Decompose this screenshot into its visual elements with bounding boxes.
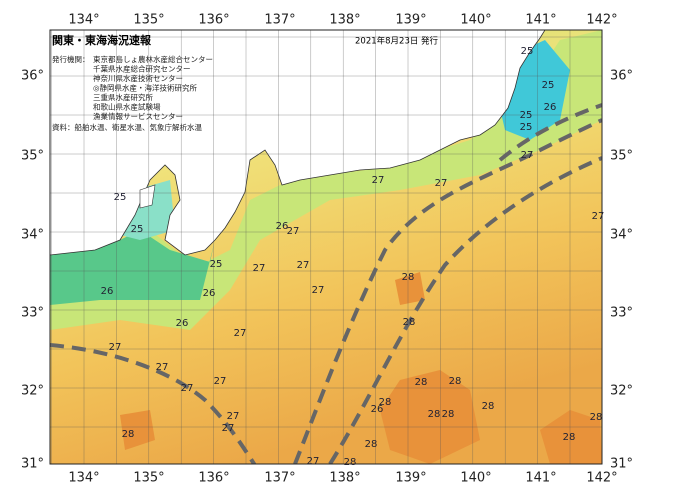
- isotherm-label: 28: [344, 457, 357, 468]
- lon-label-bottom: 141°: [525, 471, 556, 486]
- lon-label-top: 140°: [460, 13, 491, 28]
- warm-water: [120, 272, 602, 464]
- lat-label-right: 34°: [610, 228, 633, 243]
- isotherm-label: 27: [253, 263, 266, 274]
- isotherm-label: 25: [210, 259, 223, 270]
- isotherm-label: 27: [214, 376, 227, 387]
- source: 資料：船舶水温、衛星水温、気象庁解析水温: [52, 122, 202, 132]
- lat-label-right: 36°: [610, 69, 633, 84]
- graticule: [50, 30, 602, 464]
- agency: 神奈川県水産技術センター: [93, 73, 183, 83]
- current-line: [50, 343, 257, 464]
- isotherm-label: 28: [449, 376, 462, 387]
- current-lines: [50, 103, 602, 464]
- isotherm-label: 28: [122, 429, 135, 440]
- lon-label-bottom: 142°: [586, 471, 617, 486]
- isotherm-label: 25: [542, 80, 555, 91]
- lon-label-top: 134°: [68, 13, 99, 28]
- lon-label-bottom: 136°: [198, 471, 229, 486]
- lon-label-top: 142°: [586, 13, 617, 28]
- isotherm-label: 27: [109, 342, 122, 353]
- lon-label-top: 136°: [198, 13, 229, 28]
- lon-label-top: 135°: [133, 13, 164, 28]
- lat-label-right: 32°: [610, 384, 633, 399]
- map-frame: [49, 29, 603, 465]
- isotherm-label: 28: [442, 409, 455, 420]
- lat-label-right: 31°: [610, 457, 633, 472]
- current-line: [293, 118, 602, 464]
- isotherm-label: 28: [379, 397, 392, 408]
- agency: ◎静岡県水産・海洋技術研究所: [93, 83, 198, 93]
- lon-label-bottom: 134°: [68, 471, 99, 486]
- lat-label-left: 33°: [21, 306, 44, 321]
- coastal-zone: [50, 30, 602, 330]
- current-line: [498, 103, 602, 162]
- isotherm-label: 26: [176, 318, 189, 329]
- island: [139, 184, 156, 209]
- agency-label: 発行機関：: [52, 54, 90, 64]
- isotherm-label: 25: [114, 192, 127, 203]
- lon-label-bottom: 139°: [395, 471, 426, 486]
- isotherm-label: 26: [203, 288, 216, 299]
- lon-label-bottom: 138°: [329, 471, 360, 486]
- isotherm-label: 27: [592, 211, 605, 222]
- agency: 千葉県水産総合研究センター: [93, 64, 191, 74]
- lat-label-right: 35°: [610, 149, 633, 164]
- lat-label-left: 35°: [21, 149, 44, 164]
- isotherm-label: 27: [297, 260, 310, 271]
- agency: 和歌山県水産試験場: [93, 102, 161, 112]
- isotherm-label: 28: [365, 439, 378, 450]
- isotherm-label: 28: [590, 412, 603, 423]
- isotherm-label: 25: [521, 46, 534, 57]
- land: [50, 30, 546, 256]
- isotherm-label: 27: [435, 178, 448, 189]
- lon-label-bottom: 135°: [133, 471, 164, 486]
- isotherm-label: 28: [563, 432, 576, 443]
- isotherm-label: 27: [234, 328, 247, 339]
- lat-label-left: 32°: [21, 384, 44, 399]
- isotherm-label: 26: [371, 404, 384, 415]
- isotherm-label: 27: [521, 150, 534, 161]
- title: 関東・東海海況速報: [52, 33, 152, 47]
- isotherm-label: 26: [101, 286, 114, 297]
- isotherm-label: 27: [287, 226, 300, 237]
- lon-label-top: 141°: [525, 13, 556, 28]
- lat-label-left: 34°: [21, 228, 44, 243]
- isotherm-label: 28: [402, 272, 415, 283]
- isotherm-label: 25: [520, 110, 533, 121]
- lon-label-top: 138°: [329, 13, 360, 28]
- isotherm-label: 25: [520, 122, 533, 133]
- isotherm-label: 27: [222, 423, 235, 434]
- isotherm-label: 28: [482, 401, 495, 412]
- isotherm-label: 27: [312, 285, 325, 296]
- lon-label-bottom: 137°: [264, 471, 295, 486]
- isotherm-label: 27: [307, 456, 320, 467]
- isotherm-label: 25: [131, 224, 144, 235]
- isotherm-label: 26: [276, 221, 289, 232]
- lat-label-left: 36°: [21, 69, 44, 84]
- lon-label-top: 137°: [264, 13, 295, 28]
- lat-label-left: 31°: [21, 457, 44, 472]
- isotherm-label: 28: [415, 377, 428, 388]
- isotherm-label: 27: [156, 362, 169, 373]
- isotherm-label: 26: [544, 102, 557, 113]
- issue-date: 2021年8月23日 発行: [355, 36, 439, 47]
- isotherm-label: 27: [372, 175, 385, 186]
- isotherm-label: 28: [403, 317, 416, 328]
- isotherm-label: 27: [227, 411, 240, 422]
- current-line: [328, 156, 602, 464]
- agency: 東京都島しょ農林水産総合センター: [93, 54, 213, 64]
- lat-label-right: 33°: [610, 306, 633, 321]
- isotherm-label: 27: [181, 383, 194, 394]
- agency: 漁業情報サービスセンター: [93, 111, 183, 121]
- map-body: [50, 30, 602, 464]
- agency: 三重県水産研究所: [93, 92, 153, 102]
- lon-label-bottom: 140°: [460, 471, 491, 486]
- lon-label-top: 139°: [395, 13, 426, 28]
- isotherm-label: 28: [428, 409, 441, 420]
